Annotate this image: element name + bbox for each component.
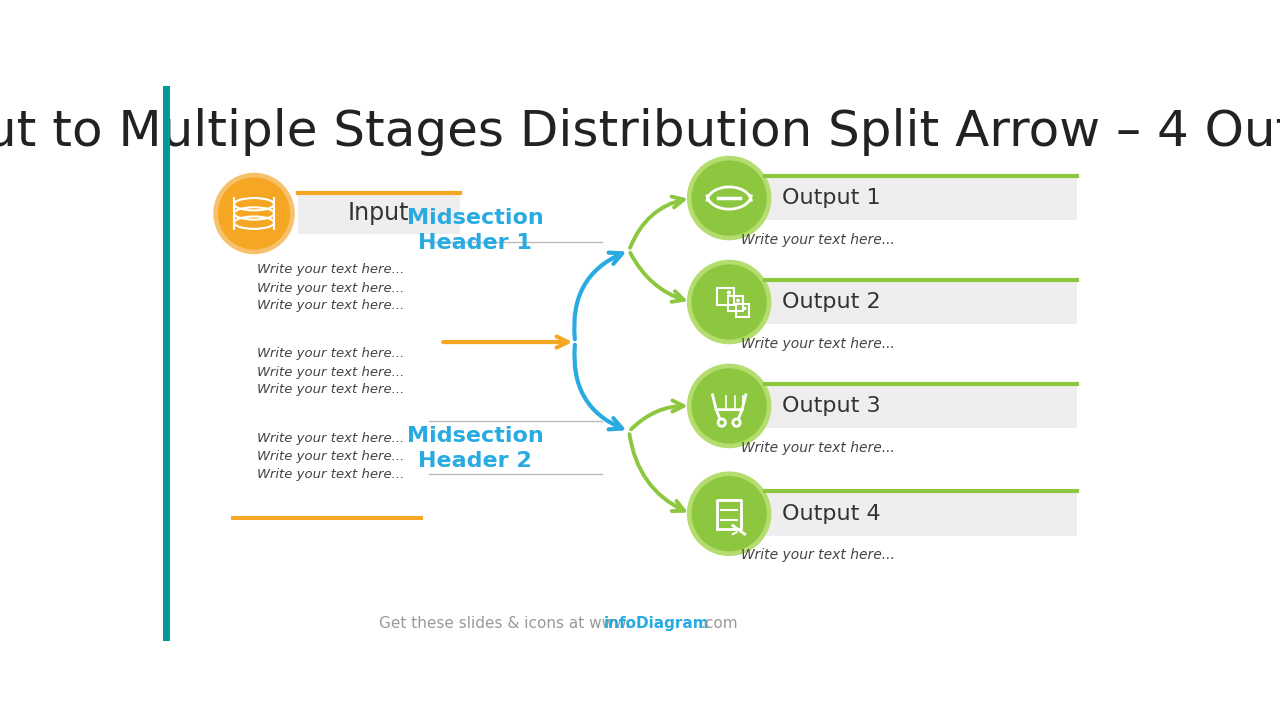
Circle shape bbox=[214, 174, 294, 253]
FancyBboxPatch shape bbox=[765, 492, 1078, 536]
Text: Midsection
Header 1: Midsection Header 1 bbox=[407, 208, 544, 253]
Text: Write your text here...: Write your text here... bbox=[257, 347, 404, 360]
Circle shape bbox=[687, 156, 771, 240]
Text: Write your text here...: Write your text here... bbox=[257, 450, 404, 463]
Circle shape bbox=[692, 161, 767, 235]
Text: Output 4: Output 4 bbox=[782, 504, 881, 523]
Text: Write your text here...: Write your text here... bbox=[257, 366, 404, 379]
Text: Input: Input bbox=[348, 202, 410, 225]
FancyBboxPatch shape bbox=[298, 193, 460, 234]
Text: Output 1: Output 1 bbox=[782, 188, 881, 208]
Text: Write your text here...: Write your text here... bbox=[257, 468, 404, 481]
Circle shape bbox=[692, 477, 767, 551]
Text: Write your text here...: Write your text here... bbox=[257, 300, 404, 312]
Circle shape bbox=[687, 472, 771, 555]
Circle shape bbox=[219, 178, 289, 249]
FancyBboxPatch shape bbox=[765, 384, 1078, 428]
Circle shape bbox=[687, 364, 771, 448]
Text: .com: .com bbox=[700, 616, 737, 631]
Text: Write your text here...: Write your text here... bbox=[257, 383, 404, 396]
Circle shape bbox=[687, 261, 771, 343]
Circle shape bbox=[744, 307, 746, 310]
FancyBboxPatch shape bbox=[765, 279, 1078, 324]
Text: Output 3: Output 3 bbox=[782, 396, 881, 416]
Text: Write your text here...: Write your text here... bbox=[257, 263, 404, 276]
Text: Input to Multiple Stages Distribution Split Arrow – 4 Outputs: Input to Multiple Stages Distribution Sp… bbox=[0, 108, 1280, 156]
Circle shape bbox=[692, 369, 767, 443]
Circle shape bbox=[727, 291, 731, 294]
Text: Write your text here...: Write your text here... bbox=[741, 549, 895, 562]
Text: Midsection
Header 2: Midsection Header 2 bbox=[407, 426, 544, 471]
Text: Output 2: Output 2 bbox=[782, 292, 881, 312]
Text: Write your text here...: Write your text here... bbox=[257, 432, 404, 445]
Text: Write your text here...: Write your text here... bbox=[741, 441, 895, 454]
FancyBboxPatch shape bbox=[765, 176, 1078, 220]
Text: Write your text here...: Write your text here... bbox=[741, 233, 895, 247]
Text: Write your text here...: Write your text here... bbox=[741, 336, 895, 351]
Text: Write your text here...: Write your text here... bbox=[257, 282, 404, 294]
Circle shape bbox=[692, 265, 767, 339]
Circle shape bbox=[737, 300, 740, 302]
Bar bbox=[164, 86, 170, 641]
Text: infoDiagram: infoDiagram bbox=[604, 616, 709, 631]
Text: Get these slides & icons at www.: Get these slides & icons at www. bbox=[379, 616, 630, 631]
